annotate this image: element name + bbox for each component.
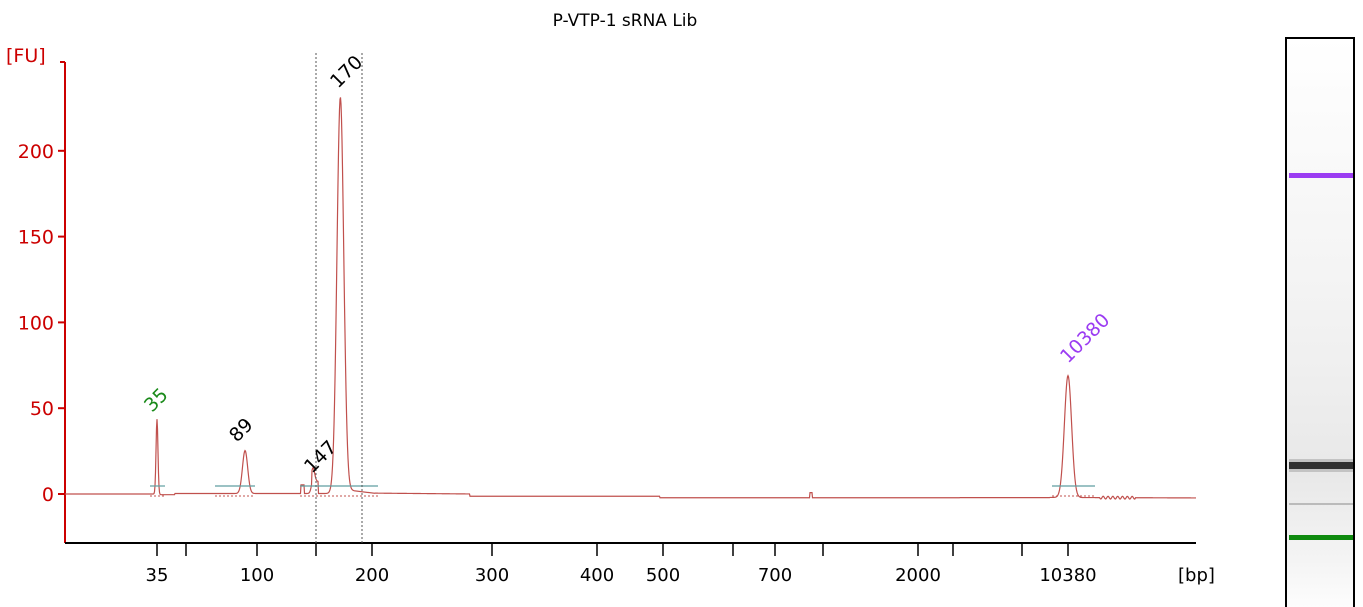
x-tick-label: 500 [646,565,680,586]
gel-lane [1285,37,1355,607]
x-tick-label: 300 [475,565,509,586]
y-tick-label: 100 [18,312,54,334]
y-tick-label: 50 [30,398,54,420]
x-tick-label: 10380 [1039,565,1096,586]
x-tick-label: 2000 [895,565,941,586]
peak-label: 89 [225,414,258,447]
x-tick-label: 700 [758,565,792,586]
gel-band-upper-marker [1289,173,1353,178]
y-tick-label: 0 [42,484,54,506]
peak-label: 10380 [1056,309,1114,367]
gel-band-halo [1289,459,1353,472]
peak-label: 35 [140,384,173,417]
peak-label: 170 [326,51,367,92]
x-tick-label: 400 [580,565,614,586]
peak-label: 147 [300,436,341,477]
y-axis-label: [FU] [6,45,46,67]
x-tick-label: 35 [146,565,169,586]
y-tick-label: 150 [18,227,54,249]
chart-title: P-VTP-1 sRNA Lib [553,11,698,31]
gel-band-faint [1289,503,1353,505]
trace-line [65,97,1196,500]
x-axis-label: [bp] [1178,565,1215,586]
x-tick-label: 100 [240,565,274,586]
y-tick-label: 200 [18,141,54,163]
gel-band-lower-marker [1289,535,1353,540]
gel-band-main [1289,462,1353,469]
x-tick-label: 200 [355,565,389,586]
